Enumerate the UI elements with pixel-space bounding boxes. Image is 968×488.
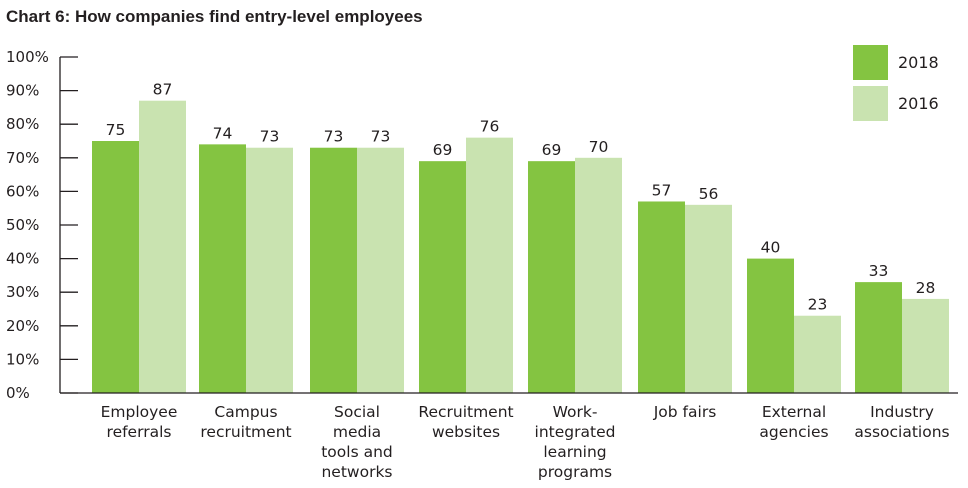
data-label-2016-cat-3: 76 [480, 118, 500, 136]
bar-2018-cat-1 [199, 144, 246, 393]
data-label-2018-cat-3: 69 [433, 141, 453, 159]
category-label: Employee referrals [101, 403, 178, 441]
category-label-line: Work- [553, 403, 598, 421]
category-label: Recruitment websites [418, 403, 513, 441]
category-label-line: networks [321, 463, 392, 481]
category-label-line: agencies [759, 423, 828, 441]
bar-2016-cat-3 [466, 137, 513, 393]
data-label-2016-cat-1: 73 [260, 128, 280, 146]
data-label-2016-cat-6: 23 [808, 296, 828, 314]
bar-2018-cat-4 [528, 161, 575, 393]
bar-2016-cat-0 [139, 100, 186, 394]
category-label: Campus recruitment [200, 403, 291, 441]
category-label: External agencies [759, 403, 828, 441]
data-label-2016-cat-0: 87 [153, 81, 173, 99]
y-tick-label: 20% [6, 317, 39, 335]
data-label-2018-cat-0: 75 [106, 121, 126, 139]
category-label-line: External [762, 403, 826, 421]
bar-2016-cat-6 [794, 315, 841, 393]
category-label-line: media [333, 423, 381, 441]
category-label-line: tools and [321, 443, 393, 461]
bar-2018-cat-3 [419, 161, 466, 393]
data-label-2018-cat-2: 73 [324, 128, 344, 146]
bar-2018-cat-6 [747, 258, 794, 393]
data-label-2018-cat-6: 40 [761, 239, 781, 257]
category-label-line: Industry [870, 403, 934, 421]
y-tick-label: 60% [6, 182, 39, 200]
category-label-line: associations [854, 423, 949, 441]
y-tick-label: 50% [6, 216, 39, 234]
y-tick-label: 90% [6, 82, 39, 100]
bar-2018-cat-2 [310, 147, 357, 393]
category-label: Work-integrated learning programs [535, 403, 616, 481]
data-label-2016-cat-2: 73 [371, 128, 391, 146]
category-label-line: Recruitment [418, 403, 513, 421]
legend-label-2018: 2018 [898, 53, 939, 72]
category-label-line: Campus [214, 403, 277, 421]
category-label-line: programs [538, 463, 612, 481]
legend-swatch-2018 [853, 45, 888, 80]
data-label-2016-cat-4: 70 [589, 138, 609, 156]
x-axis: Employee referrals Campus recruitment Social… [60, 392, 958, 481]
category-label-line: Job fairs [653, 403, 717, 421]
category-label: Industry associations [854, 403, 949, 441]
category-label: Social media tools and networks [321, 403, 393, 481]
bar-2016-cat-5 [685, 204, 732, 393]
category-label-line: referrals [107, 423, 172, 441]
legend-swatch-2016 [853, 86, 888, 121]
category-label-line: Employee [101, 403, 178, 421]
data-label-2018-cat-1: 74 [213, 124, 233, 142]
category-label-line: integrated [535, 423, 616, 441]
legend-label-2016: 2016 [898, 94, 939, 113]
y-tick-label: 0% [6, 384, 30, 402]
y-axis: 0% 10% 20% 30% 40% 50% 60% 70% 80% 90% 100% [6, 48, 78, 402]
y-tick-label: 80% [6, 115, 39, 133]
y-tick-label: 10% [6, 350, 39, 368]
category-label: Job fairs [653, 403, 717, 421]
bar-2016-cat-4 [575, 157, 622, 393]
bar-2016-cat-1 [246, 147, 293, 393]
bar-2016-cat-7 [902, 298, 949, 393]
y-tick-label: 40% [6, 250, 39, 268]
data-label-2018-cat-7: 33 [869, 262, 889, 280]
bar-2018-cat-7 [855, 282, 902, 393]
y-tick-label: 70% [6, 149, 39, 167]
bar-2018-cat-0 [92, 141, 139, 393]
y-tick-label: 30% [6, 283, 39, 301]
data-label-2016-cat-5: 56 [699, 185, 719, 203]
bar-2016-cat-2 [357, 147, 404, 393]
category-label-line: Social [334, 403, 380, 421]
y-tick-label: 100% [6, 48, 49, 66]
data-label-2018-cat-5: 57 [652, 181, 672, 199]
chart-title: Chart 6: How companies find entry-level … [6, 7, 423, 26]
legend: 2018 2016 [853, 45, 939, 121]
data-label-2018-cat-4: 69 [542, 141, 562, 159]
bars: 75 74 73 69 69 57 40 33 87 73 73 76 70 56 23 28 [92, 81, 949, 394]
data-label-2016-cat-7: 28 [916, 279, 936, 297]
bar-2018-cat-5 [638, 201, 685, 393]
category-label-line: learning [543, 443, 606, 461]
category-label-line: recruitment [200, 423, 291, 441]
category-label-line: websites [432, 423, 500, 441]
